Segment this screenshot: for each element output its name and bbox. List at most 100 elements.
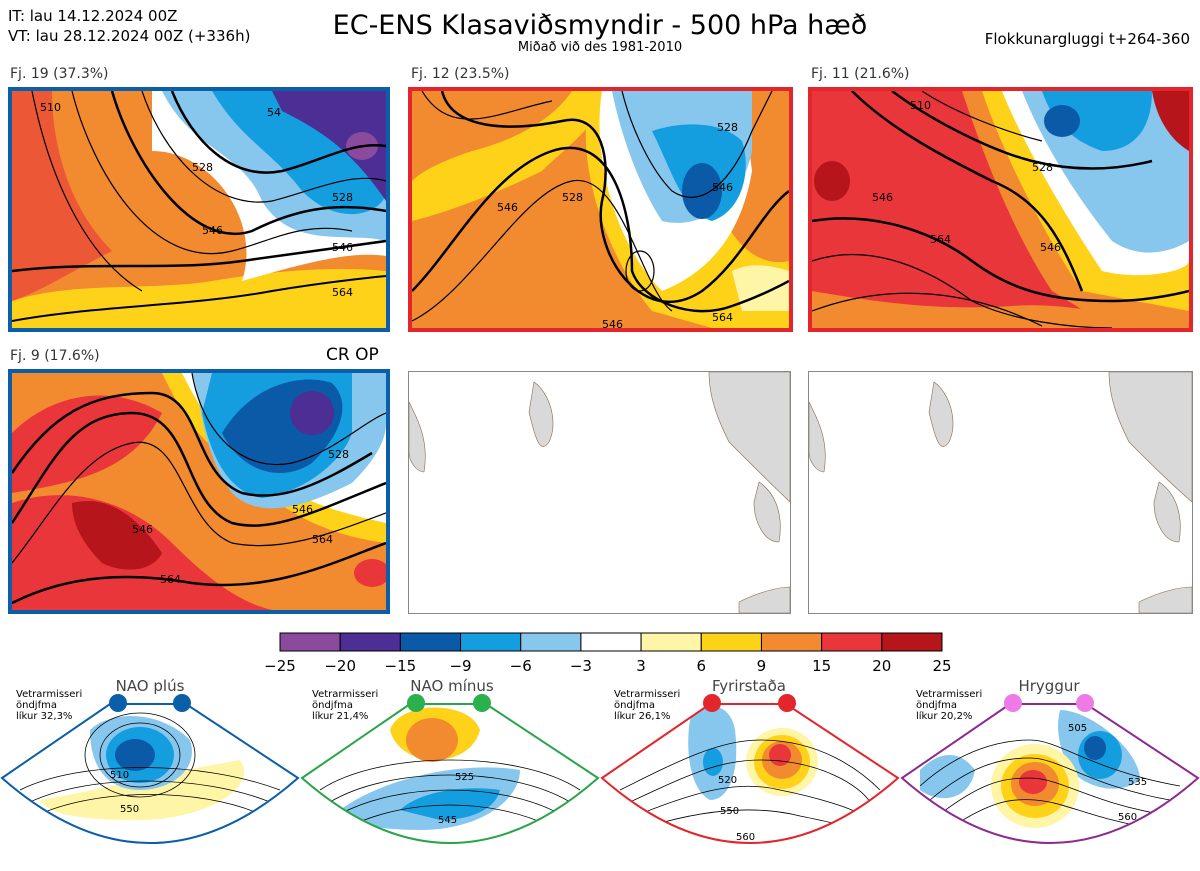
regime-3-label-520: 520: [718, 775, 737, 786]
colorbar-segment: [460, 632, 522, 652]
p3-contour-528: 528: [1032, 161, 1053, 174]
colorbar-segment: [279, 632, 341, 652]
p2-contour-546c: 546: [712, 181, 733, 194]
regime-1-label-550: 550: [120, 804, 139, 815]
regime-4-info-line1: Vetrarmisseri: [916, 689, 983, 700]
regime-4-label-505: 505: [1068, 723, 1087, 734]
p3-contour-510: 510: [910, 99, 931, 112]
regime-1-info-line3: líkur 32,3%: [16, 711, 73, 722]
regime-2-frame: [300, 703, 600, 844]
empty-map-6-land: [809, 372, 1192, 613]
regime-3-label-550: 550: [720, 806, 739, 817]
p3-contour-546: 546: [872, 191, 893, 204]
colorbar-segment: [760, 632, 823, 652]
regime-fans: 510 550 525 545 565 520 550 560: [0, 694, 1200, 861]
colorbar-segment: [580, 632, 642, 652]
regime-2-label-565: 565: [448, 850, 467, 861]
regime-1-label-510: 510: [110, 770, 129, 781]
regime-3-frame: [600, 703, 900, 844]
regime-4-label-535: 535: [1128, 777, 1147, 788]
panel-2-label: Fj. 12 (23.5%): [411, 66, 510, 82]
regime-4-dot-left: [1004, 694, 1022, 712]
cluster-map-3-plot: 510 528 546 564 546: [812, 91, 1189, 328]
p4-contour-528: 528: [328, 448, 349, 461]
p1-contour-564: 564: [332, 286, 353, 299]
regime-2-dot-left: [407, 694, 425, 712]
p1-contour-510: 510: [40, 101, 61, 114]
p1-contour-528b: 528: [332, 191, 353, 204]
p4-contour-564: 564: [160, 573, 181, 586]
p1-contour-528: 528: [192, 161, 213, 174]
empty-map-6: [808, 371, 1193, 614]
colorbar-tick-label: −6: [509, 657, 532, 675]
regime-4-info-line3: líkur 20,2%: [916, 711, 973, 722]
regime-4-info-line2: öndjfma: [916, 700, 957, 711]
regime-2-dot-right: [473, 694, 491, 712]
regime-2-label-545: 545: [438, 815, 457, 826]
colorbar-segment: [520, 632, 582, 652]
colorbar-tick-label: 9: [756, 657, 767, 675]
colorbar-tick-label: 25: [932, 657, 952, 675]
cluster-map-1-plot: 528 546 546 564 528 510 54: [12, 91, 386, 328]
p2-contour-546b: 546: [602, 318, 623, 328]
colorbar-tick-label: −15: [384, 657, 417, 675]
regime-3-name: Fyrirstaða: [712, 677, 786, 695]
cluster-map-3: 510 528 546 564 546: [808, 87, 1193, 332]
colorbar-tick-label: 6: [696, 657, 707, 675]
colorbar-tick-label: 20: [872, 657, 892, 675]
regime-4-frame: [900, 703, 1200, 844]
p2-contour-528b: 528: [717, 121, 738, 134]
p2-contour-528: 528: [562, 191, 583, 204]
p1-contour-54: 54: [267, 106, 281, 119]
colorbar-tick-label: −3: [569, 657, 592, 675]
p3-contour-564: 564: [930, 233, 951, 246]
regime-1-info-line1: Vetrarmisseri: [16, 689, 83, 700]
cluster-map-4-plot: 528 546 564 546 564: [12, 373, 386, 610]
regime-3-dot-left: [703, 694, 721, 712]
p4-contour-564b: 564: [312, 533, 333, 546]
panel-1-label: Fj. 19 (37.3%): [10, 66, 109, 82]
regime-1-dot-left: [109, 694, 127, 712]
regime-2-info-line2: öndjfma: [312, 700, 353, 711]
colorbar-segment: [339, 632, 401, 652]
p3-contour-546b: 546: [1040, 241, 1061, 254]
colorbar-segment: [399, 632, 462, 652]
regime-2-name: NAO mínus: [410, 677, 494, 695]
cluster-map-1: 528 546 546 564 528 510 54: [8, 87, 390, 332]
p2-contour-546: 546: [497, 201, 518, 214]
header-info: IT: lau 14.12.2024 00Z VT: lau 28.12.202…: [8, 6, 250, 46]
valid-time: VT: lau 28.12.2024 00Z (+336h): [8, 27, 251, 45]
regime-3-info-line2: öndjfma: [614, 700, 655, 711]
regime-4-info: Vetrarmisseri öndjfma líkur 20,2%: [916, 689, 982, 722]
classification-window: Flokkunargluggi t+264-360: [984, 30, 1190, 48]
p1-contour-546a: 546: [202, 224, 223, 237]
page-subtitle: Miðað við des 1981-2010: [517, 40, 683, 55]
cluster-map-2-plot: 528 546 564 546 546 528: [412, 91, 789, 328]
regime-3-info-line3: líkur 26,1%: [614, 711, 671, 722]
regime-3-info: Vetrarmisseri öndjfma líkur 26,1%: [614, 689, 680, 722]
regime-2-label-525: 525: [455, 772, 474, 783]
empty-map-5: [408, 371, 791, 614]
cluster-map-4: 528 546 564 546 564: [8, 369, 390, 614]
colorbar-tick-label: −20: [324, 657, 356, 675]
regime-3-dot-right: [778, 694, 796, 712]
colorbar: [279, 632, 943, 652]
colorbar-tick-label: 3: [636, 657, 646, 675]
colorbar-tick-label: −9: [449, 657, 472, 675]
colorbar-tick-label: −25: [264, 657, 296, 675]
cr-op-tag: CR OP: [326, 345, 379, 365]
colorbar-segment: [640, 632, 702, 652]
p1-contour-546b: 546: [332, 241, 353, 254]
regime-1-info: Vetrarmisseri öndjfma líkur 32,3%: [16, 689, 82, 722]
regime-3-label-560: 560: [736, 832, 755, 843]
colorbar-segment: [821, 632, 883, 652]
p4-contour-546: 546: [132, 523, 153, 536]
p4-contour-546b: 546: [292, 503, 313, 516]
empty-map-5-land: [409, 372, 790, 613]
colorbar-segment: [881, 632, 943, 652]
colorbar-segment: [700, 632, 762, 652]
p2-contour-564: 564: [712, 311, 733, 324]
regime-4-name: Hryggur: [1018, 677, 1080, 695]
regime-1-frame: [0, 703, 300, 844]
page-title: EC-ENS Klasaviðsmyndir - 500 hPa hæð: [332, 10, 868, 41]
